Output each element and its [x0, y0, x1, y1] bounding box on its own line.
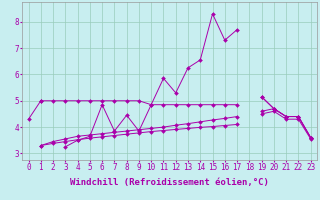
X-axis label: Windchill (Refroidissement éolien,°C): Windchill (Refroidissement éolien,°C) — [70, 178, 269, 187]
